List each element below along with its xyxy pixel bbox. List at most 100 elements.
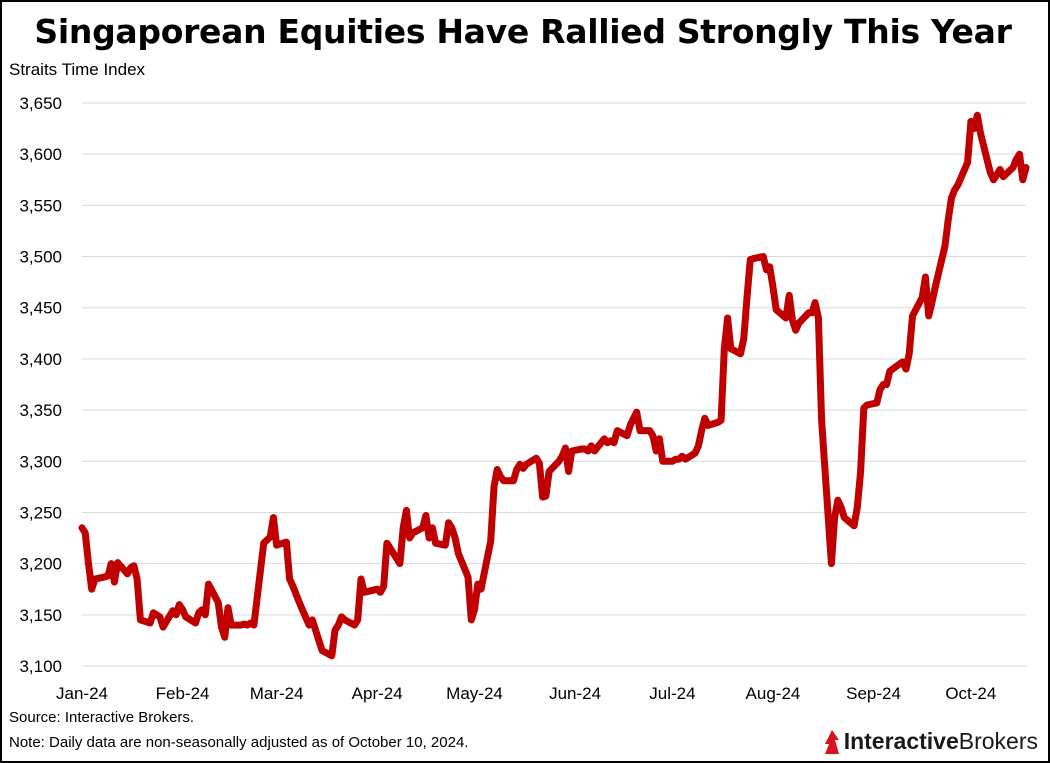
- y-axis-label: Straits Time Index: [9, 60, 146, 79]
- data-point: [843, 517, 845, 519]
- chart-title: Singaporean Equities Have Rallied Strong…: [34, 12, 1012, 51]
- data-point: [879, 389, 881, 391]
- data-point: [931, 302, 933, 304]
- data-point: [655, 450, 657, 452]
- data-point: [402, 527, 404, 529]
- data-point: [944, 245, 946, 247]
- data-point: [882, 384, 884, 385]
- data-point: [159, 616, 161, 618]
- data-point: [221, 626, 222, 628]
- data-point: [681, 455, 683, 457]
- data-point: [694, 452, 696, 454]
- data-point: [766, 269, 767, 271]
- data-point: [285, 541, 287, 543]
- data-point: [311, 619, 313, 621]
- data-point: [821, 419, 823, 421]
- data-point: [1015, 158, 1017, 160]
- x-tick-labels: Jan-24 Feb-24 Mar-24 Apr-24 May-24 Jun-24 Jul-…: [56, 684, 996, 703]
- data-point: [503, 480, 505, 482]
- data-point: [117, 562, 119, 564]
- data-point: [863, 407, 865, 409]
- data-point: [104, 576, 106, 578]
- data-point: [230, 624, 232, 626]
- data-point: [321, 650, 323, 652]
- data-point: [743, 337, 745, 339]
- data-point: [830, 563, 832, 565]
- data-point: [535, 457, 537, 459]
- data-point: [113, 581, 115, 583]
- data-point: [178, 604, 180, 606]
- data-point: [727, 317, 729, 319]
- data-point: [516, 469, 518, 470]
- data-point: [538, 462, 540, 464]
- y-tick-label: 3,350: [19, 401, 62, 420]
- data-point: [947, 220, 949, 222]
- y-tick-label: 3,300: [19, 452, 62, 471]
- data-point: [500, 476, 501, 478]
- data-point: [276, 544, 278, 546]
- data-point: [950, 197, 952, 199]
- data-point: [204, 614, 206, 616]
- data-point: [720, 419, 722, 421]
- data-point: [331, 655, 333, 657]
- data-point: [626, 435, 628, 437]
- data-point: [474, 609, 475, 611]
- data-point: [594, 450, 595, 452]
- data-point: [292, 585, 294, 587]
- data-point: [924, 276, 926, 278]
- logo-text-interactive: Interactive: [843, 728, 959, 754]
- data-point: [571, 450, 573, 452]
- data-point: [454, 537, 456, 539]
- data-point: [376, 588, 378, 590]
- data-point: [912, 315, 913, 317]
- data-point: [581, 448, 583, 450]
- data-point: [422, 527, 424, 529]
- data-point: [967, 161, 969, 163]
- data-point: [908, 353, 910, 355]
- data-point: [318, 639, 320, 641]
- data-point: [240, 624, 242, 626]
- data-point: [477, 583, 479, 585]
- data-point: [561, 455, 563, 457]
- data-point: [603, 438, 605, 440]
- data-point: [162, 626, 164, 628]
- data-point: [246, 624, 248, 626]
- x-tick-label: Jan-24: [56, 684, 108, 703]
- data-point: [853, 525, 855, 527]
- data-point: [993, 179, 995, 181]
- data-point: [996, 174, 998, 176]
- data-point: [678, 458, 680, 460]
- data-point: [344, 619, 346, 621]
- data-point: [876, 402, 878, 404]
- data-point: [431, 527, 433, 529]
- data-point: [649, 430, 651, 432]
- y-tick-label: 3,250: [19, 503, 62, 522]
- data-point: [379, 591, 381, 593]
- data-point: [130, 567, 132, 569]
- footnote: Note: Daily data are non-seasonally adju…: [9, 734, 469, 751]
- x-tick-label: Aug-24: [746, 684, 801, 703]
- data-point: [354, 624, 355, 626]
- data-point: [817, 317, 819, 319]
- data-point: [905, 368, 907, 370]
- data-point: [607, 442, 608, 444]
- data-point: [266, 539, 268, 541]
- data-point: [289, 578, 291, 580]
- data-point: [425, 515, 427, 516]
- data-point: [126, 573, 128, 575]
- x-tick-label: Feb-24: [156, 684, 210, 703]
- data-point: [412, 532, 414, 534]
- data-point: [730, 348, 732, 350]
- data-point: [889, 370, 891, 372]
- data-point: [542, 496, 544, 498]
- data-point: [185, 616, 187, 618]
- data-point: [684, 458, 686, 460]
- data-point: [798, 322, 800, 324]
- data-point: [444, 544, 446, 546]
- data-point: [389, 547, 391, 549]
- data-point: [451, 527, 453, 529]
- data-point: [315, 629, 317, 631]
- data-point: [110, 563, 112, 565]
- data-point: [490, 540, 492, 542]
